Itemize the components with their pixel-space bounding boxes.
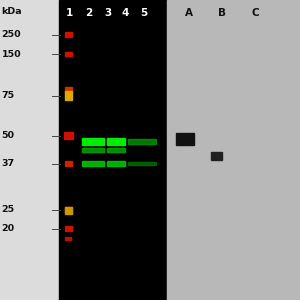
Text: 150: 150 — [2, 50, 21, 58]
Bar — [82, 161, 104, 166]
Bar — [65, 237, 71, 240]
Bar — [65, 52, 72, 56]
Text: 1: 1 — [65, 8, 73, 19]
Text: 250: 250 — [2, 30, 21, 39]
Text: 37: 37 — [2, 159, 15, 168]
Bar — [65, 226, 72, 231]
Text: kDa: kDa — [2, 7, 22, 16]
Bar — [167, 0, 300, 300]
Bar — [82, 138, 104, 145]
Bar — [211, 152, 222, 160]
Text: 50: 50 — [2, 131, 14, 140]
Bar — [0, 0, 58, 300]
Text: 75: 75 — [2, 92, 15, 100]
Bar — [64, 87, 72, 93]
Bar — [64, 91, 72, 100]
Bar — [106, 148, 125, 152]
Bar — [82, 148, 104, 152]
Bar — [64, 207, 72, 213]
Bar — [128, 139, 156, 144]
Bar — [128, 162, 156, 165]
Bar — [176, 133, 194, 145]
Bar — [65, 207, 72, 214]
Text: A: A — [185, 8, 193, 19]
Bar — [58, 0, 166, 300]
Bar — [106, 161, 125, 166]
Text: 2: 2 — [85, 8, 92, 19]
Text: 3: 3 — [104, 8, 112, 19]
Text: 20: 20 — [2, 224, 15, 233]
Bar — [64, 132, 73, 139]
Text: B: B — [218, 8, 226, 19]
Text: 25: 25 — [2, 206, 15, 214]
Bar — [65, 32, 72, 37]
Text: 5: 5 — [140, 8, 147, 19]
Bar — [106, 138, 125, 145]
Bar — [64, 161, 72, 166]
Text: 4: 4 — [122, 8, 129, 19]
Text: C: C — [251, 8, 259, 19]
